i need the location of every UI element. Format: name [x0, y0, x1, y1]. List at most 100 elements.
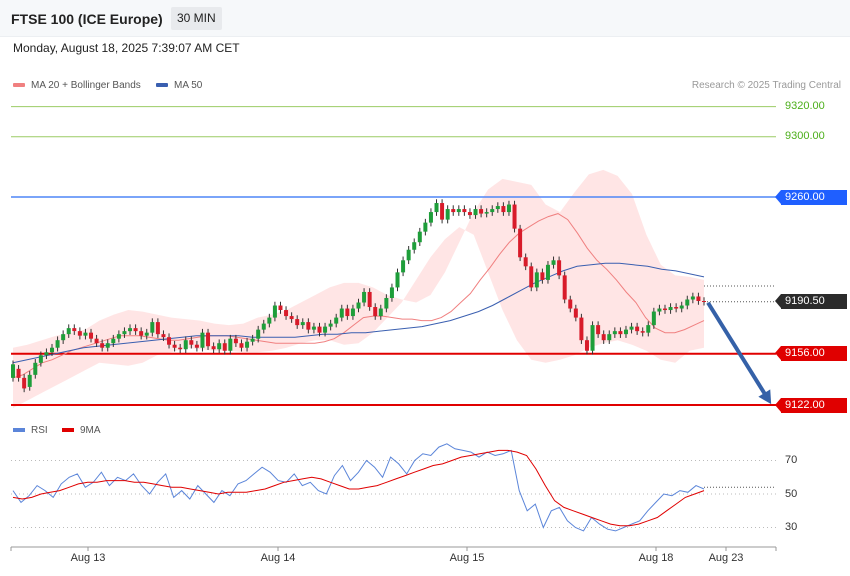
- candle-up: [128, 328, 133, 332]
- candle-up: [44, 352, 49, 356]
- candle-up: [217, 343, 222, 350]
- x-tick-aug14: Aug 14: [260, 552, 296, 564]
- legend-rsi: RSI: [13, 425, 48, 436]
- candle-down: [635, 326, 640, 332]
- candle-down: [596, 325, 601, 335]
- candle-down: [233, 338, 238, 344]
- candle-up: [545, 264, 550, 280]
- candle-up: [651, 311, 656, 326]
- candle-up: [183, 340, 188, 350]
- candle-up: [272, 305, 277, 318]
- candle-up: [38, 355, 43, 363]
- candle-up: [116, 334, 121, 339]
- credit-text: Research © 2025 Trading Central: [691, 80, 841, 91]
- candle-down: [206, 332, 211, 347]
- candle-down: [512, 204, 517, 229]
- candle-up: [350, 308, 355, 317]
- candle-down: [100, 343, 105, 348]
- legend-ma20: MA 20 + Bollinger Bands: [13, 80, 141, 91]
- x-tick-aug15: Aug 15: [449, 552, 485, 564]
- candle-down: [16, 368, 21, 378]
- candle-down: [194, 344, 199, 348]
- candle-up: [417, 231, 422, 243]
- candle-down: [579, 317, 584, 341]
- candle-up: [412, 242, 417, 250]
- candle-up: [484, 212, 489, 214]
- legend-ma50: MA 50: [156, 80, 202, 91]
- candle-down: [540, 272, 545, 280]
- candle-up: [389, 287, 394, 298]
- candle-up: [551, 260, 556, 265]
- candle-down: [161, 334, 166, 338]
- candle-down: [211, 346, 216, 350]
- rsi-tick-50: 50: [785, 488, 798, 500]
- candle-up: [328, 323, 333, 327]
- candle-down: [440, 203, 445, 220]
- candle-down: [696, 296, 701, 301]
- ma20-line: [12, 213, 705, 379]
- candle-down: [702, 301, 706, 302]
- candle-down: [77, 331, 82, 336]
- candle-up: [434, 203, 439, 213]
- projection-arrow-line: [706, 301, 770, 401]
- candle-up: [657, 308, 662, 312]
- candle-down: [289, 316, 294, 320]
- candle-up: [33, 362, 38, 375]
- candle-up: [250, 338, 255, 342]
- level-label-9190.50: 9190.50: [775, 294, 847, 310]
- candle-up: [428, 212, 433, 223]
- candle-up: [506, 204, 511, 213]
- candle-up: [11, 364, 15, 378]
- ma20-label: MA 20 + Bollinger Bands: [31, 80, 141, 91]
- candle-down: [451, 209, 456, 213]
- candle-up: [668, 307, 673, 311]
- projection-arrow-head: [758, 389, 772, 405]
- candle-down: [618, 331, 623, 335]
- candle-down: [529, 266, 534, 288]
- level-label-9156.00: 9156.00: [775, 346, 847, 362]
- candle-up: [261, 323, 266, 330]
- chart-header: [0, 0, 850, 37]
- candle-up: [629, 326, 634, 330]
- candle-down: [239, 343, 244, 348]
- bollinger-band-area: [13, 169, 704, 408]
- candle-down: [155, 322, 160, 335]
- candle-up: [66, 328, 71, 335]
- candle-up: [362, 291, 367, 303]
- candle-down: [501, 206, 506, 213]
- candle-down: [523, 257, 528, 267]
- ma20-swatch: [13, 83, 25, 88]
- candle-down: [22, 377, 27, 389]
- candle-down: [284, 310, 289, 317]
- candle-down: [568, 299, 573, 309]
- candle-down: [462, 209, 467, 213]
- rsi-ma-swatch: [62, 428, 74, 433]
- candle-up: [685, 299, 690, 306]
- candle-up: [590, 325, 595, 351]
- candle-up: [356, 302, 361, 309]
- candle-down: [178, 347, 183, 350]
- candle-up: [111, 338, 116, 344]
- ma50-line: [12, 262, 705, 364]
- candle-down: [133, 328, 138, 332]
- candle-up: [144, 332, 149, 336]
- candle-up: [83, 332, 88, 336]
- candle-up: [105, 343, 110, 348]
- candle-down: [518, 228, 523, 258]
- candle-down: [345, 308, 350, 317]
- candle-up: [228, 338, 233, 351]
- candle-up: [323, 326, 328, 333]
- candle-down: [640, 331, 645, 333]
- candle-up: [495, 206, 500, 210]
- candle-up: [534, 272, 539, 288]
- candle-up: [384, 297, 389, 309]
- candle-down: [662, 308, 667, 311]
- candle-up: [445, 209, 450, 220]
- candle-down: [373, 307, 378, 317]
- candle-up: [406, 249, 411, 261]
- candle-down: [139, 331, 144, 336]
- candle-up: [27, 374, 32, 387]
- timeframe-button[interactable]: 30 MIN: [171, 7, 222, 30]
- candle-down: [584, 340, 589, 351]
